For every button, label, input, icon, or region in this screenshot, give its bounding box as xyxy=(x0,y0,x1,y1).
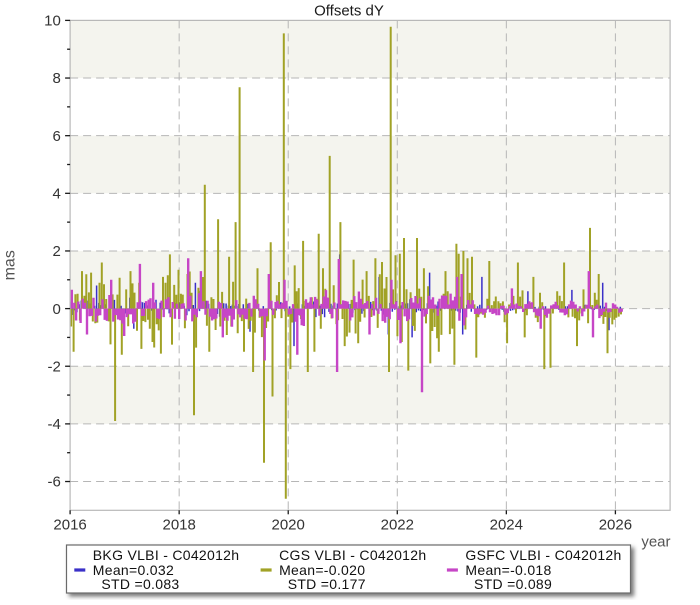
svg-text:8: 8 xyxy=(52,70,60,87)
svg-text:year: year xyxy=(641,534,670,551)
svg-text:STD =0.177: STD =0.177 xyxy=(288,576,366,592)
svg-text:Offsets dY: Offsets dY xyxy=(314,3,384,20)
svg-text:2: 2 xyxy=(52,243,60,260)
svg-text:4: 4 xyxy=(52,186,60,203)
svg-text:Mean=-0.020: Mean=-0.020 xyxy=(279,562,365,578)
svg-text:2026: 2026 xyxy=(599,517,632,534)
svg-text:GSFC VLBI - C042012h: GSFC VLBI - C042012h xyxy=(465,547,621,563)
svg-text:STD =0.089: STD =0.089 xyxy=(474,576,552,592)
svg-text:STD =0.083: STD =0.083 xyxy=(101,576,179,592)
svg-text:CGS VLBI - C042012h: CGS VLBI - C042012h xyxy=(279,547,426,563)
svg-text:-4: -4 xyxy=(47,416,60,433)
svg-text:2020: 2020 xyxy=(272,517,305,534)
svg-text:2024: 2024 xyxy=(490,517,523,534)
svg-text:Mean=-0.018: Mean=-0.018 xyxy=(465,562,551,578)
svg-text:mas: mas xyxy=(2,250,19,280)
svg-text:-6: -6 xyxy=(47,474,60,491)
svg-text:Mean=0.032: Mean=0.032 xyxy=(93,562,174,578)
svg-text:10: 10 xyxy=(44,13,61,30)
svg-text:2022: 2022 xyxy=(381,517,414,534)
svg-text:2018: 2018 xyxy=(163,517,196,534)
svg-text:BKG VLBI - C042012h: BKG VLBI - C042012h xyxy=(93,547,240,563)
svg-text:-2: -2 xyxy=(47,358,60,375)
svg-text:0: 0 xyxy=(52,301,60,318)
svg-text:6: 6 xyxy=(52,128,60,145)
svg-text:2016: 2016 xyxy=(53,517,86,534)
